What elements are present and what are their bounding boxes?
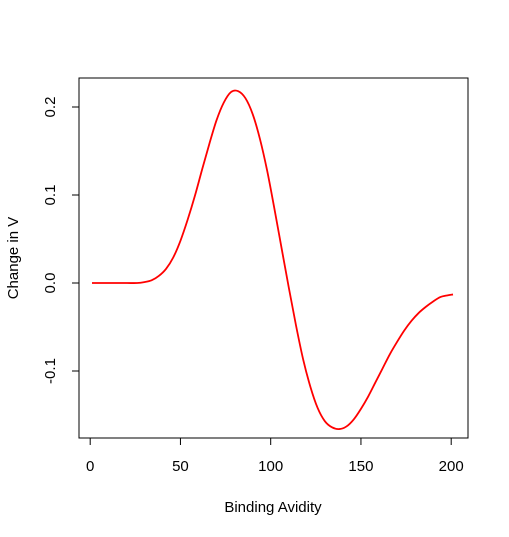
x-tick-label: 100 <box>258 458 283 475</box>
x-tick-label: 150 <box>348 458 373 475</box>
y-axis: -0.1 0.0 0.1 0.2 <box>42 97 80 384</box>
y-tick-label: 0.1 <box>42 185 59 206</box>
y-axis-title: Change in V <box>5 217 22 300</box>
x-tick-label: 50 <box>172 458 189 475</box>
x-tick-label: 200 <box>439 458 464 475</box>
x-axis: 0 50 100 150 200 <box>86 437 464 475</box>
y-tick-label: 0.2 <box>42 97 59 118</box>
y-tick-label: 0.0 <box>42 273 59 294</box>
x-axis-title: Binding Avidity <box>224 499 322 516</box>
series-line <box>91 89 454 431</box>
y-tick-label: -0.1 <box>42 358 59 384</box>
plot-frame <box>78 77 469 439</box>
x-tick-label: 0 <box>86 458 94 475</box>
